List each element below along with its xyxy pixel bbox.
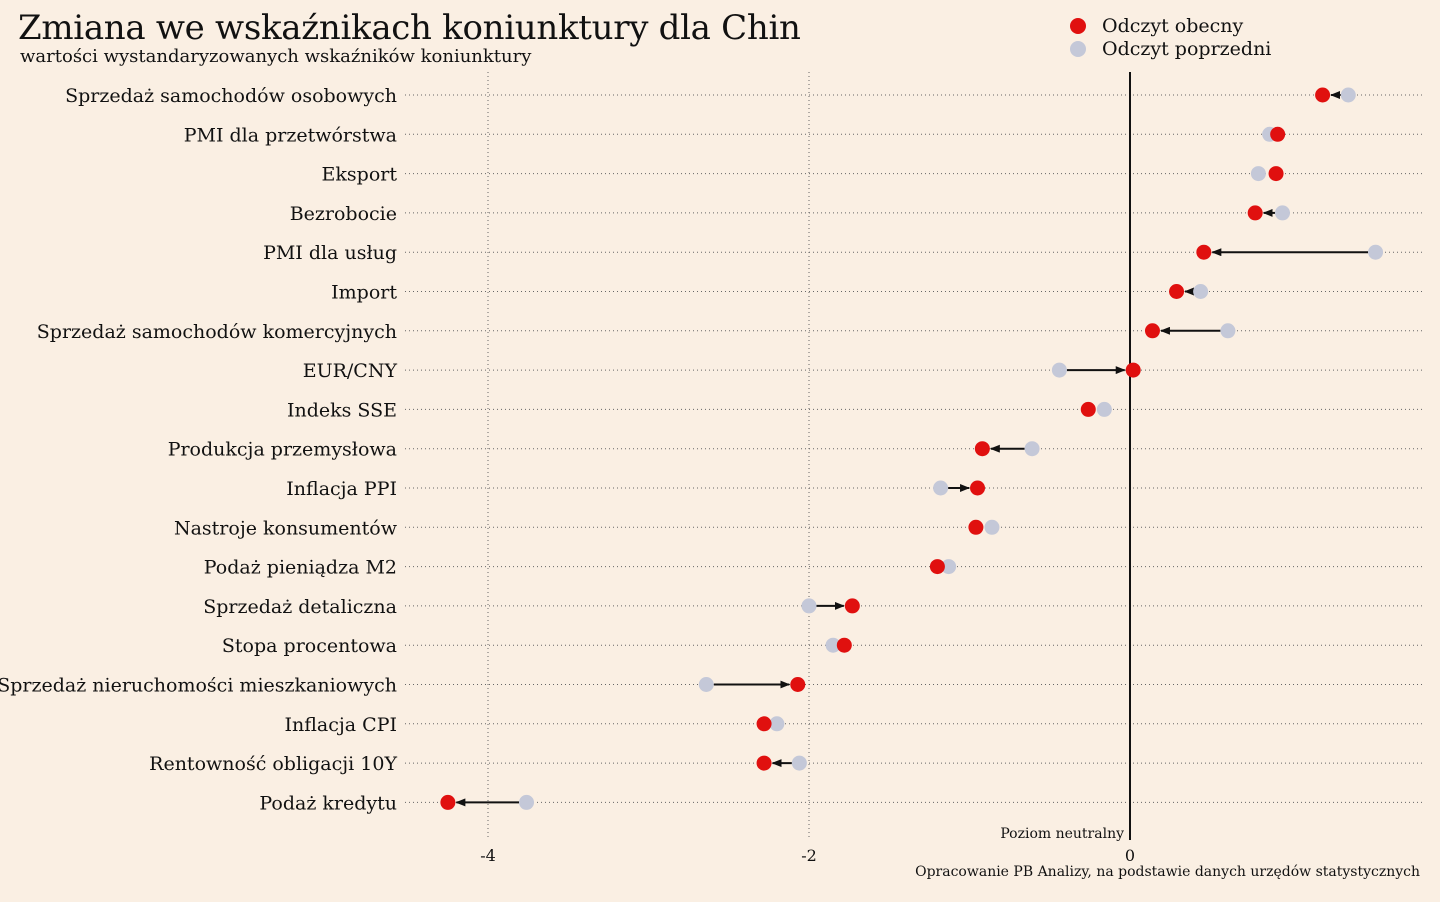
current-reading-dot: [1268, 166, 1284, 182]
category-label: Podaż kredytu: [259, 792, 397, 814]
current-reading-dot: [1315, 87, 1331, 103]
previous-reading-dot: [1340, 87, 1356, 103]
category-label: Eksport: [322, 164, 398, 186]
category-label: Inflacja CPI: [285, 714, 397, 736]
current-reading-dot: [1196, 244, 1212, 260]
current-reading-dot: [756, 755, 772, 771]
category-label: Import: [331, 282, 397, 304]
previous-reading-dot: [1051, 362, 1067, 378]
legend-marker-current: [1070, 17, 1086, 34]
current-reading-dot: [836, 637, 852, 653]
legend-marker-previous: [1070, 40, 1086, 57]
category-label: Nastroje konsumentów: [174, 517, 398, 539]
chart-title: Zmiana we wskaźnikach koniunktury dla Ch…: [18, 8, 801, 48]
x-tick-label: -4: [480, 846, 496, 865]
current-reading-dot: [968, 519, 984, 535]
current-reading-dot: [1169, 284, 1185, 299]
legend-item-current: Odczyt obecny: [1070, 14, 1271, 37]
previous-reading-dot: [984, 519, 1000, 535]
current-reading-dot: [440, 794, 456, 810]
category-label: Stopa procentowa: [222, 635, 397, 657]
x-tick-label: 0: [1125, 846, 1135, 865]
chart-subtitle: wartości wystandaryzowanych wskaźników k…: [20, 46, 532, 67]
category-label: Bezrobocie: [290, 203, 397, 225]
previous-reading-dot: [1274, 205, 1290, 221]
previous-reading-dot: [1096, 401, 1112, 417]
previous-reading-dot: [801, 598, 817, 614]
category-label: Podaż pieniądza M2: [204, 557, 397, 579]
category-label: Sprzedaż samochodów komercyjnych: [37, 321, 397, 343]
current-reading-dot: [1125, 362, 1141, 378]
current-reading-dot: [790, 677, 806, 692]
current-reading-dot: [970, 480, 986, 496]
previous-reading-dot: [1220, 323, 1236, 339]
legend-item-previous: Odczyt poprzedni: [1070, 37, 1271, 60]
legend-label-current: Odczyt obecny: [1102, 14, 1244, 37]
category-label: PMI dla przetwórstwa: [184, 124, 397, 146]
label-layer: -4 -2 0 Sprzedaż samochodów osobowych PMI dl…: [0, 85, 1135, 865]
legend: Odczyt obecny Odczyt poprzedni: [1070, 14, 1271, 60]
dot-layer: [440, 87, 1384, 810]
previous-reading-dot: [1250, 166, 1266, 182]
current-reading-dot: [756, 716, 772, 732]
category-label: Rentowność obligacji 10Y: [149, 753, 397, 775]
current-reading-dot: [1080, 401, 1096, 417]
category-label: Sprzedaż nieruchomości mieszkaniowych: [0, 675, 397, 697]
previous-reading-dot: [769, 716, 785, 732]
category-label: Produkcja przemysłowa: [168, 439, 397, 461]
category-label: EUR/CNY: [303, 360, 398, 382]
current-reading-dot: [1270, 126, 1286, 142]
previous-reading-dot: [1368, 244, 1384, 260]
previous-reading-dot: [519, 794, 535, 810]
legend-label-previous: Odczyt poprzedni: [1102, 37, 1272, 60]
grid-layer: [405, 72, 1422, 840]
x-tick-label: -2: [801, 846, 817, 865]
neutral-level-label: Poziom neutralny: [1000, 826, 1124, 842]
previous-reading-dot: [1193, 284, 1209, 299]
current-reading-dot: [974, 441, 990, 457]
category-label: Indeks SSE: [287, 399, 397, 421]
category-label: PMI dla usług: [263, 242, 397, 264]
arrow-layer: [455, 91, 1369, 807]
category-label: Sprzedaż samochodów osobowych: [65, 85, 397, 107]
current-reading-dot: [929, 559, 945, 575]
previous-reading-dot: [825, 637, 841, 653]
current-reading-dot: [1144, 323, 1160, 339]
previous-reading-dot: [791, 755, 807, 771]
previous-reading-dot: [941, 559, 957, 575]
current-reading-dot: [1247, 205, 1263, 221]
previous-reading-dot: [1024, 441, 1040, 457]
source-note: Opracowanie PB Analizy, na podstawie dan…: [915, 864, 1420, 880]
previous-reading-dot: [698, 677, 714, 692]
previous-reading-dot: [933, 480, 949, 496]
category-label: Inflacja PPI: [286, 478, 397, 500]
current-reading-dot: [844, 598, 860, 614]
category-label: Sprzedaż detaliczna: [203, 596, 397, 618]
